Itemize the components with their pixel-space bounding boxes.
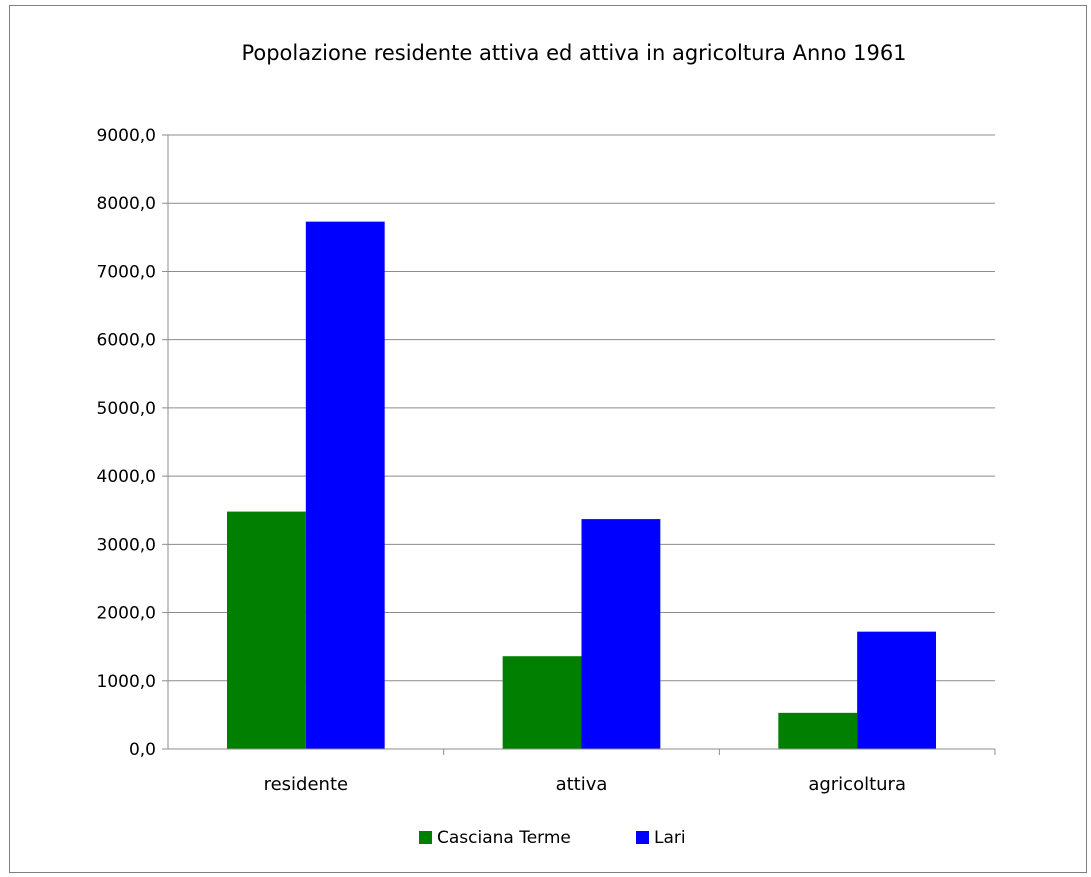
legend-swatch	[419, 831, 432, 844]
y-tick-label: 5000,0	[97, 399, 156, 419]
y-tick-label: 6000,0	[97, 331, 156, 351]
bar-casciana-terme-agricoltura	[778, 712, 858, 749]
y-tick-label: 4000,0	[97, 467, 156, 487]
x-category-label: residente	[264, 774, 349, 795]
bars	[226, 221, 937, 750]
y-axis-ticks: 0,0 1000,0 2000,0 3000,0 4000,0 5000,0 6000,0 7…	[97, 126, 168, 760]
y-tick-label: 8000,0	[97, 194, 156, 214]
bar-casciana-terme-residente	[226, 511, 306, 749]
y-tick-label: 3000,0	[97, 535, 156, 555]
legend: Casciana Terme Lari	[419, 828, 686, 848]
x-category-label: attiva	[556, 774, 608, 795]
bar-casciana-terme-attiva	[502, 656, 582, 749]
x-axis-categories: residente attiva agricoltura	[264, 749, 996, 795]
legend-swatch	[636, 831, 649, 844]
legend-label: Casciana Terme	[437, 828, 571, 848]
chart-title: Popolazione residente attiva ed attiva i…	[241, 41, 906, 65]
y-tick-label: 7000,0	[97, 262, 156, 282]
x-category-label: agricoltura	[808, 774, 906, 795]
y-tick-label: 1000,0	[97, 672, 156, 692]
y-tick-label: 2000,0	[97, 604, 156, 624]
bar-lari-residente	[305, 221, 385, 750]
y-tick-label: 0,0	[129, 740, 156, 760]
bar-lari-agricoltura	[857, 631, 937, 749]
axes	[167, 135, 995, 750]
bar-lari-attiva	[581, 519, 661, 749]
y-tick-label: 9000,0	[97, 126, 156, 146]
legend-label: Lari	[654, 828, 686, 848]
